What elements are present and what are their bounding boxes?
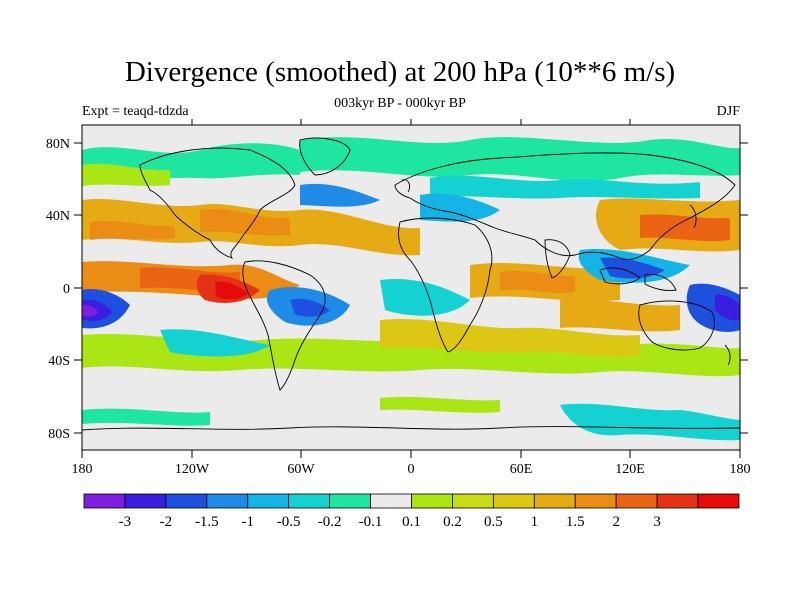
lat-axis: 80N 40N 0 40S 80S — [46, 137, 748, 442]
lat-label-80s: 80S — [48, 427, 70, 442]
colorbar-label: 2 — [612, 514, 620, 530]
colorbar-label: -0.1 — [359, 514, 383, 530]
colorbar-swatch — [492, 493, 535, 509]
field-region — [517, 199, 588, 229]
coastline-maritime-continent — [644, 273, 677, 291]
lat-label-80n: 80N — [46, 137, 70, 152]
coastline-antarctica — [82, 426, 740, 431]
coastline-new-zealand — [724, 344, 731, 366]
field-region — [200, 208, 290, 236]
colorbar-swatch — [165, 493, 208, 509]
coastline-north-america — [139, 147, 296, 259]
lat-label-40n: 40N — [46, 209, 70, 224]
lon-label-180w: 180 — [72, 462, 93, 477]
lat-label-40s: 40S — [48, 354, 70, 369]
colorbar-swatch — [206, 493, 249, 509]
field-region — [600, 257, 665, 279]
colorbar-swatch — [452, 493, 494, 509]
coastline-africa — [398, 217, 493, 353]
field-region — [430, 175, 700, 199]
field-region — [560, 403, 740, 441]
colorbar: -3 -2 -1.5 -1 -0.5 -0.2 -0.1 0.1 0.2 0.5 1 1.5 2 3 — [83, 493, 740, 530]
chart-subtitle-period: 003kyr BP - 000kyr BP — [334, 96, 466, 111]
colorbar-swatch — [124, 493, 167, 509]
colorbar-swatch — [411, 493, 453, 509]
lon-label-60e: 60E — [510, 462, 533, 477]
field-region — [420, 193, 500, 222]
lon-label-120w: 120W — [175, 462, 210, 477]
field-region — [290, 298, 330, 317]
colorbar-swatch — [83, 493, 126, 509]
field-region — [300, 183, 380, 207]
colorbar-swatch — [656, 493, 699, 509]
colorbar-swatch — [247, 493, 290, 509]
field-region — [82, 408, 210, 426]
coastline-australia — [638, 300, 715, 351]
colorbar-swatch — [574, 493, 617, 509]
colorbar-label: 1.5 — [566, 514, 585, 530]
coastline-maritime-continent — [599, 267, 641, 285]
colorbar-swatch — [370, 493, 412, 509]
colorbar-label: -1 — [242, 514, 255, 530]
field-region — [300, 137, 740, 182]
colorbar-label: -2 — [160, 514, 173, 530]
colorbar-label: 0.5 — [484, 514, 503, 530]
lon-axis: 180 120W 60W 0 60E 120E 180 — [72, 119, 751, 477]
field-region — [500, 271, 575, 294]
colorbar-label: -0.2 — [318, 514, 342, 530]
colorbar-label: 1 — [531, 514, 539, 530]
field-region — [715, 294, 740, 321]
field-region — [90, 221, 175, 240]
coastline-japan — [689, 204, 697, 229]
lon-label-180e: 180 — [730, 462, 751, 477]
colorbar-swatch — [615, 493, 658, 509]
field-region — [380, 396, 500, 413]
lon-label-0: 0 — [408, 462, 415, 477]
coastline-british-isles — [401, 179, 411, 193]
chart-title: Divergence (smoothed) at 200 hPa (10**6 … — [124, 56, 676, 88]
field-region — [160, 329, 270, 357]
colorbar-label: -0.5 — [277, 514, 301, 530]
colorbar-label: 3 — [653, 514, 661, 530]
colorbar-swatch — [533, 493, 576, 509]
colorbar-swatch — [329, 493, 371, 509]
colorbar-swatch — [697, 493, 740, 509]
chart-subtitle-season: DJF — [716, 104, 740, 119]
field-region — [560, 299, 680, 332]
field-region — [82, 304, 98, 317]
map-panel — [82, 125, 740, 450]
colorbar-label: 0.2 — [443, 514, 462, 530]
field-region — [640, 214, 730, 242]
colorbar-label: -3 — [119, 514, 132, 530]
field-region — [215, 281, 248, 300]
chart-subtitle-experiment: Expt = teaqd-tdzda — [82, 104, 189, 119]
colorbar-label: 0.1 — [402, 514, 421, 530]
coastline-greenland — [299, 137, 351, 176]
coastline-india — [544, 239, 571, 279]
coastline-eurasia — [394, 152, 736, 261]
lat-label-0: 0 — [63, 282, 70, 297]
colorbar-swatch — [288, 493, 331, 509]
colorbar-label: -1.5 — [195, 514, 219, 530]
lon-label-60w: 60W — [287, 462, 315, 477]
lon-label-120e: 120E — [615, 462, 645, 477]
field-region — [686, 283, 740, 332]
coastline-south-america — [242, 260, 326, 391]
field-region — [82, 163, 170, 186]
field-region — [380, 279, 470, 316]
continent-outlines — [82, 137, 740, 431]
divergence-field — [82, 137, 740, 441]
